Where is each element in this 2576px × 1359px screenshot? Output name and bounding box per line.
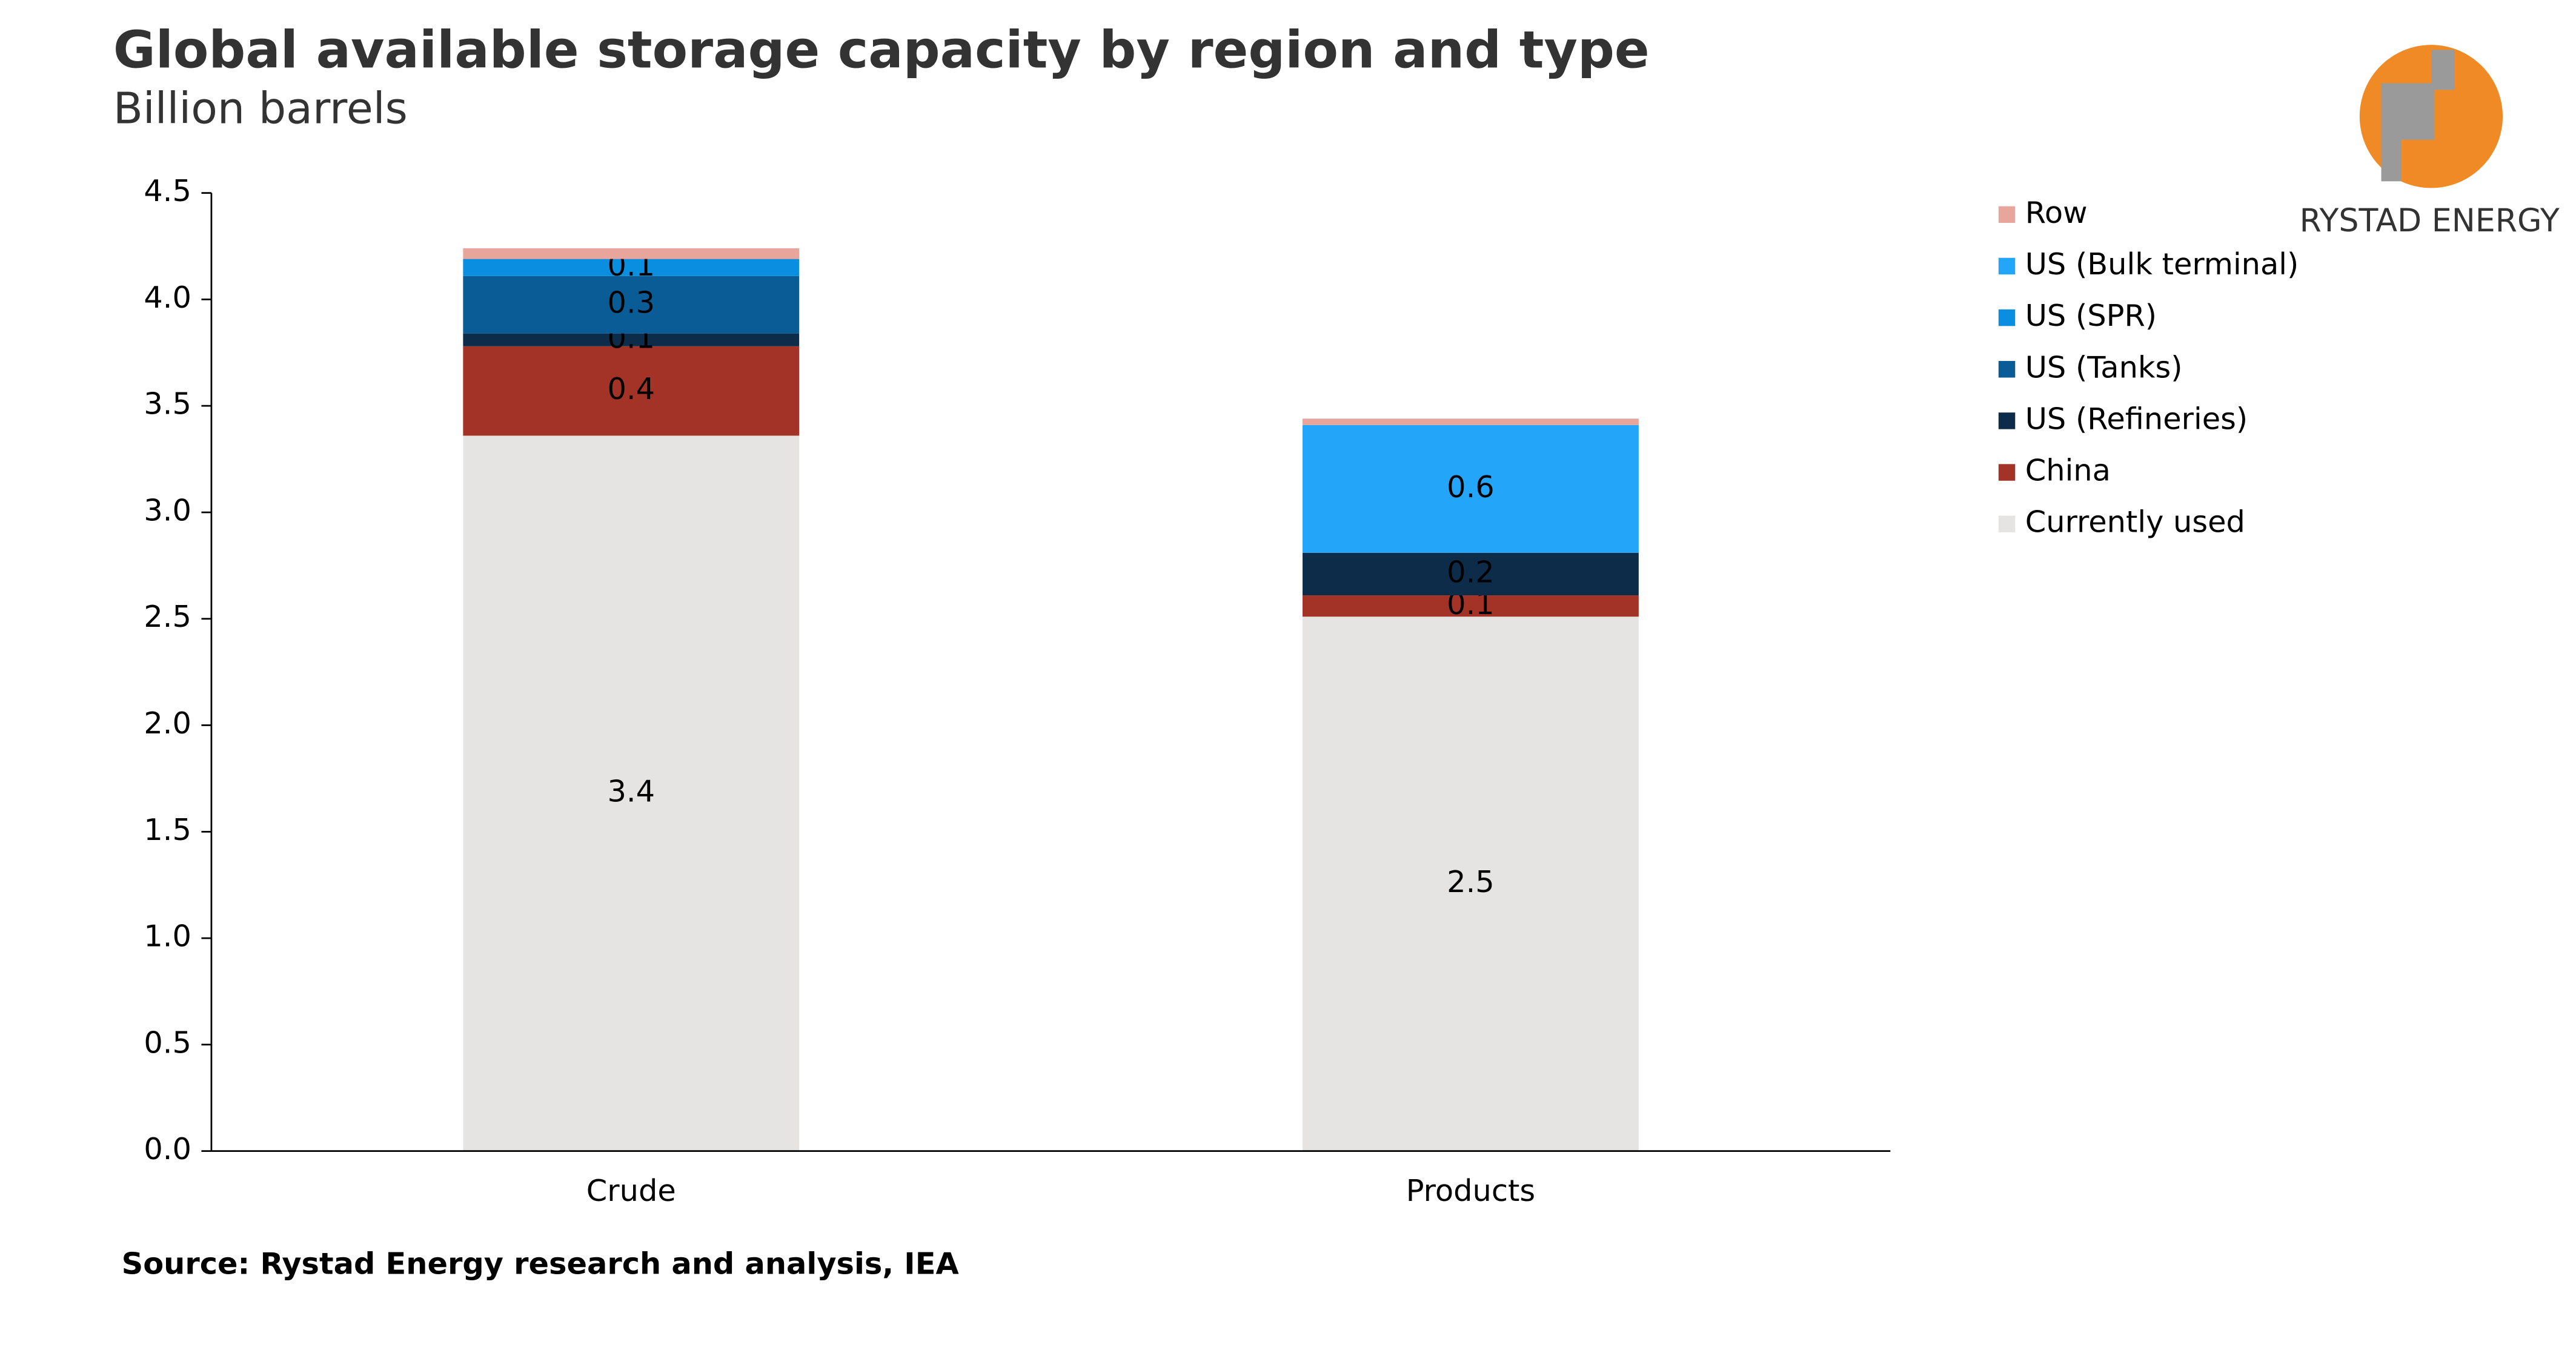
y-tick-label: 3.5 [144, 386, 191, 422]
y-tick-label: 1.5 [144, 812, 191, 847]
bar-segment [463, 248, 800, 259]
legend-label: US (SPR) [2025, 298, 2157, 333]
data-label: 0.2 [1447, 554, 1495, 589]
bar-segment [463, 346, 800, 436]
data-label: 2.5 [1447, 864, 1495, 899]
source: Source: Rystad Energy research and analy… [122, 1246, 959, 1281]
x-tick-label: Crude [586, 1173, 676, 1208]
data-label: 0.3 [607, 285, 655, 320]
bar-segment [1303, 552, 1639, 596]
logo: RYSTAD ENERGY [2300, 45, 2560, 239]
legend-label: Currently used [2025, 504, 2245, 540]
bar-segment [1303, 418, 1639, 425]
legend-swatch [1998, 361, 2016, 378]
y-tick-label: 2.5 [144, 599, 191, 634]
legend-swatch [1998, 257, 2016, 275]
x-tick-label: Products [1406, 1173, 1535, 1208]
bar-segment [463, 435, 800, 1151]
bar-segment [463, 259, 800, 276]
y-tick-label: 3.0 [144, 492, 191, 527]
legend-swatch [1998, 515, 2016, 532]
legend-label: US (Tanks) [2025, 349, 2183, 385]
bar-segment [463, 333, 800, 346]
bar-segment [1303, 425, 1639, 553]
bar-segment [1303, 617, 1639, 1151]
logo-text: RYSTAD ENERGY [2300, 203, 2560, 239]
legend-label: Row [2025, 195, 2088, 230]
legend-label: US (Bulk terminal) [2025, 246, 2299, 282]
y-tick-label: 2.0 [144, 706, 191, 741]
bar-segment [463, 276, 800, 334]
logo-shape [2381, 50, 2455, 182]
legend-label: China [2025, 453, 2111, 488]
legend-swatch [1998, 309, 2016, 326]
data-label: 0.6 [1447, 469, 1495, 504]
legend-swatch [1998, 412, 2016, 429]
legend-swatch [1998, 464, 2016, 481]
y-tick-label: 0.0 [144, 1131, 191, 1166]
data-label: 0.4 [607, 371, 655, 406]
legend-swatch [1998, 206, 2016, 223]
data-label: 3.4 [607, 774, 655, 809]
bar-segment [1303, 595, 1639, 617]
y-tick-label: 4.5 [144, 173, 191, 208]
y-tick-label: 4.0 [144, 280, 191, 315]
y-tick-label: 1.0 [144, 919, 191, 954]
chart-subtitle: Billion barrels [113, 84, 408, 134]
chart-title: Global available storage capacity by reg… [113, 20, 1650, 80]
legend-label: US (Refineries) [2025, 401, 2248, 436]
y-tick-label: 0.5 [144, 1025, 191, 1060]
